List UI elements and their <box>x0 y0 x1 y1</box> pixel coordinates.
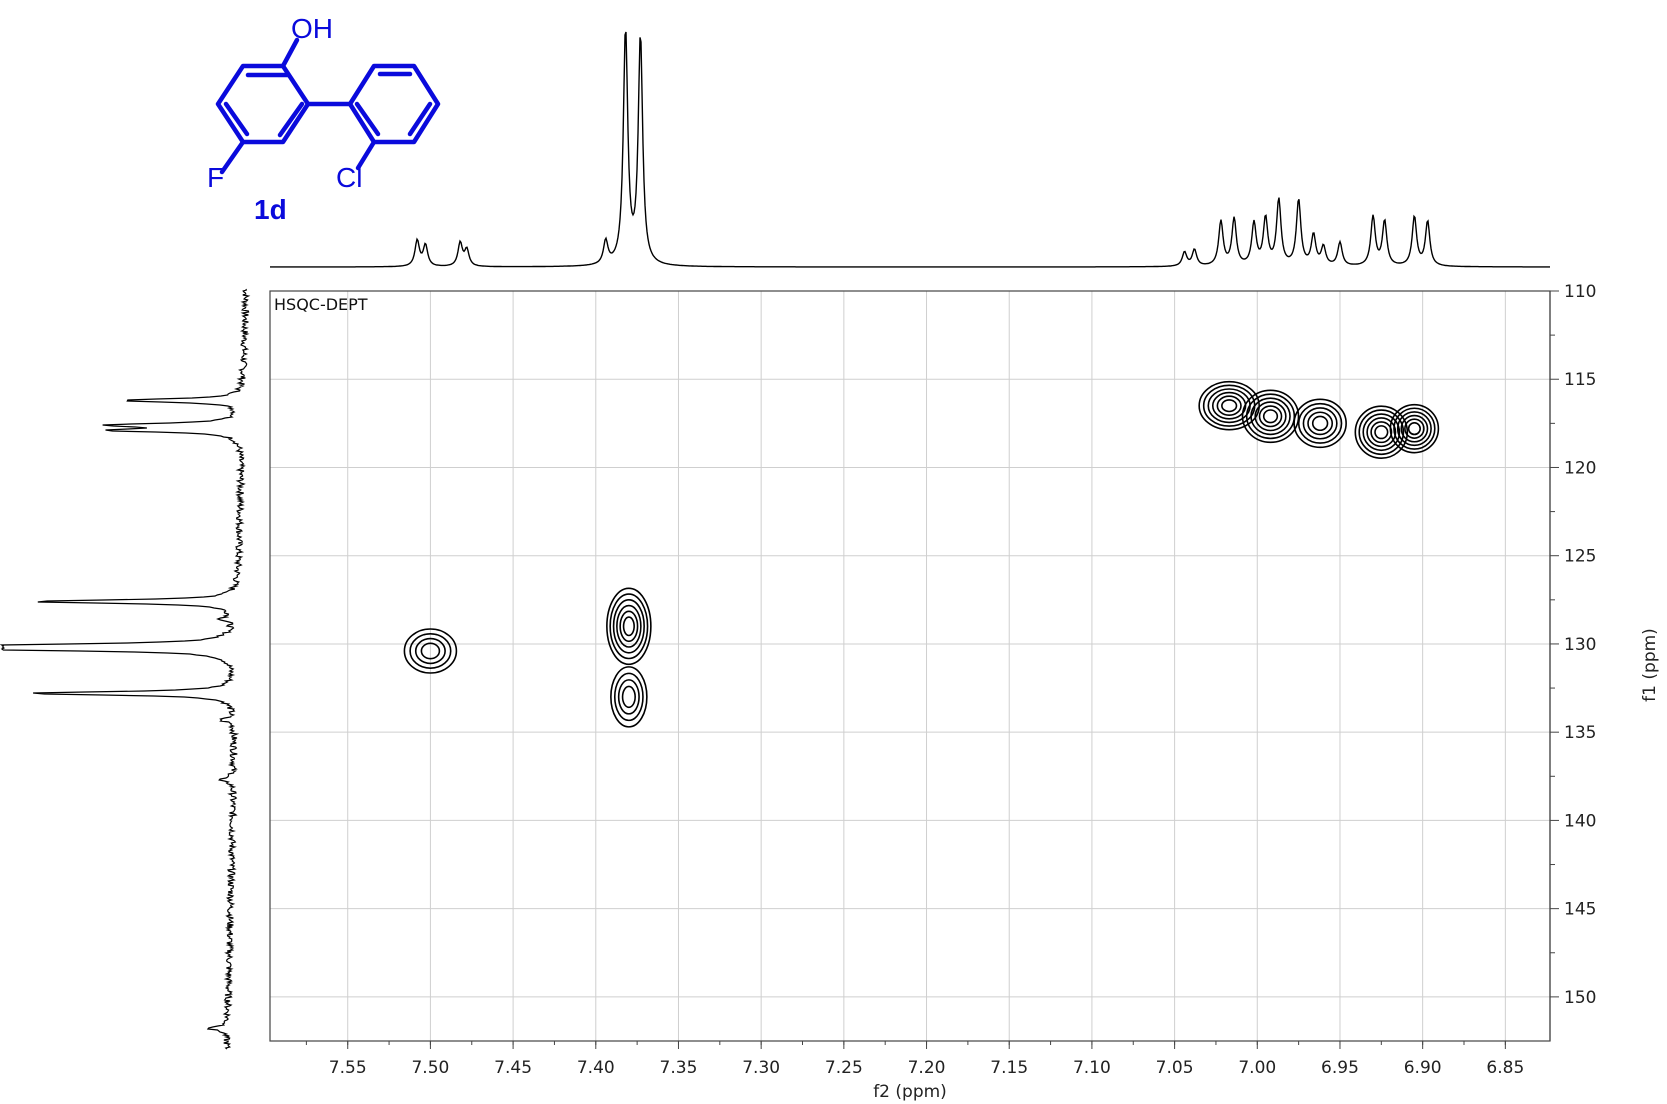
chlorophenyl-ring <box>347 63 441 145</box>
y-tick-label: 125 <box>1564 547 1596 567</box>
cross-peak-contour <box>1396 411 1432 447</box>
fluorine-label: F <box>207 162 224 193</box>
cross-peak-contour <box>420 642 441 660</box>
cross-peak-contour <box>1400 414 1429 443</box>
cross-peak-contour <box>617 679 640 715</box>
x-tick-label: 7.50 <box>411 1058 449 1078</box>
x-tick-label: 7.30 <box>742 1058 780 1078</box>
y-tick-label: 140 <box>1564 811 1596 831</box>
x-tick-label: 6.95 <box>1321 1058 1359 1078</box>
x-tick-label: 7.45 <box>494 1058 532 1078</box>
cross-peak-contour <box>1297 402 1343 444</box>
x-tick-label: 6.85 <box>1486 1058 1524 1078</box>
cross-peak-contour <box>1293 398 1347 449</box>
proton-projection-trace <box>270 31 1550 268</box>
cross-peak-contour <box>1407 422 1421 436</box>
y-tick-label: 115 <box>1564 370 1596 390</box>
y-tick-label: 145 <box>1564 900 1596 920</box>
cross-peak-contour <box>1307 411 1334 436</box>
x-tick-label: 7.20 <box>908 1058 946 1078</box>
y-tick-label: 150 <box>1564 988 1596 1008</box>
cross-peak-contour <box>1354 405 1409 459</box>
x-tick-label: 7.15 <box>990 1058 1028 1078</box>
x-tick-label: 7.25 <box>825 1058 863 1078</box>
cross-peak-contour <box>1370 421 1393 444</box>
y-tick-label: 110 <box>1564 282 1596 302</box>
cross-peak-contour <box>1362 413 1401 452</box>
cross-peak-contour <box>414 637 446 665</box>
x-tick-label: 6.90 <box>1404 1058 1442 1078</box>
cross-peak-contour <box>1366 417 1397 448</box>
grid <box>270 290 1550 1041</box>
cross-peak-contour <box>1262 409 1279 424</box>
cross-peak-contour <box>610 666 648 728</box>
cross-peak-contour <box>1216 395 1242 417</box>
cross-peak-contour <box>612 598 645 654</box>
cross-peak-contour <box>1302 407 1338 440</box>
cross-peak-contour <box>1250 397 1291 436</box>
cross-peak-contour <box>1389 403 1440 454</box>
cross-peak-contour <box>409 632 452 669</box>
compound-label: 1d <box>254 194 287 225</box>
x-tick-label: 7.40 <box>577 1058 615 1078</box>
cross-peak-contour <box>1207 388 1251 424</box>
f-bond <box>219 139 246 175</box>
carbon-projection-trace <box>0 288 251 1050</box>
x-tick-label: 7.10 <box>1073 1058 1111 1078</box>
cross-peak-contour <box>616 604 642 648</box>
cross-peak-contour <box>613 672 644 722</box>
cross-peak-contour <box>1221 399 1238 413</box>
cross-peak-contour <box>1404 418 1425 439</box>
chemical-structure <box>215 37 441 175</box>
cross-peak-contour <box>1245 393 1296 440</box>
cross-peak-contour <box>1374 425 1389 440</box>
y-tick-label: 135 <box>1564 723 1596 743</box>
x-tick-label: 7.35 <box>660 1058 698 1078</box>
oh-bond <box>280 37 300 69</box>
y-tick-label: 130 <box>1564 635 1596 655</box>
phenol-ring <box>215 63 311 145</box>
cross-peak-contour <box>609 593 649 660</box>
x-tick-label: 7.05 <box>1156 1058 1194 1078</box>
cross-peak-contour <box>403 628 458 674</box>
cross-peak-contour <box>1311 415 1329 432</box>
x-axis: 7.55 7.50 7.45 7.40 7.35 7.30 7.25 7.20 7.15 7.10… <box>305 1041 1524 1078</box>
cross-peak-contours <box>403 380 1440 728</box>
y-tick-label: 120 <box>1564 458 1596 478</box>
y-axis: 110 115 120 125 130 135 140 145 150 <box>1549 282 1596 1041</box>
cross-peak-contour <box>1358 409 1405 456</box>
chlorine-label: Cl <box>336 162 362 193</box>
cross-peak-contour <box>619 610 639 643</box>
x-tick-label: 7.55 <box>329 1058 367 1078</box>
hydroxyl-label: OH <box>291 13 333 44</box>
cross-peak-contour <box>1393 407 1436 450</box>
cross-peak-contour <box>606 587 652 666</box>
cross-peak-contour <box>1258 405 1283 428</box>
experiment-label: HSQC-DEPT <box>274 295 368 314</box>
cl-bond <box>355 139 377 171</box>
cross-peak-contour <box>1254 401 1287 432</box>
x-tick-label: 7.00 <box>1238 1058 1276 1078</box>
cross-peak-contour <box>622 616 635 637</box>
cross-peak-contour <box>621 685 636 709</box>
cross-peak-contour <box>1241 389 1300 444</box>
y-axis-title: f1 (ppm) <box>1640 628 1660 702</box>
plot-frame <box>269 290 1551 1042</box>
x-axis-title: f2 (ppm) <box>873 1082 947 1102</box>
